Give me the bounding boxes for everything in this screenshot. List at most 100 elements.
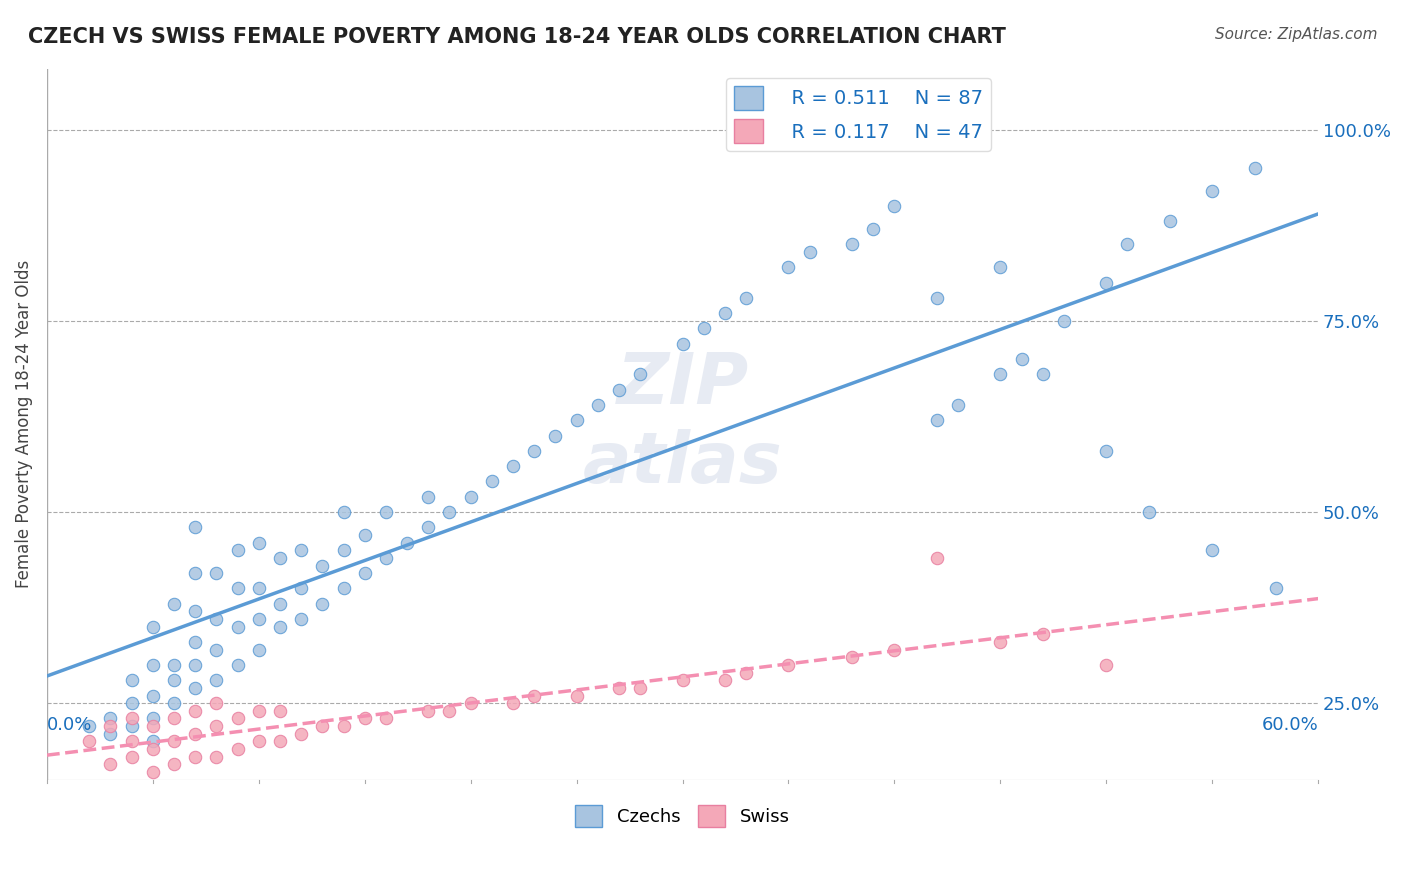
Point — [184, 566, 207, 581]
Point — [1095, 443, 1118, 458]
Point — [163, 696, 186, 710]
Point — [290, 727, 312, 741]
Point — [925, 413, 948, 427]
Point — [121, 696, 143, 710]
Text: CZECH VS SWISS FEMALE POVERTY AMONG 18-24 YEAR OLDS CORRELATION CHART: CZECH VS SWISS FEMALE POVERTY AMONG 18-2… — [28, 27, 1007, 46]
Point — [77, 734, 100, 748]
Point — [121, 734, 143, 748]
Point — [311, 719, 333, 733]
Point — [100, 711, 122, 725]
Point — [142, 657, 165, 672]
Point — [946, 398, 969, 412]
Point — [163, 657, 186, 672]
Point — [418, 704, 440, 718]
Point — [269, 734, 291, 748]
Point — [205, 566, 228, 581]
Point — [163, 711, 186, 725]
Point — [925, 550, 948, 565]
Point — [1116, 237, 1139, 252]
Point — [163, 597, 186, 611]
Point — [1095, 657, 1118, 672]
Point — [332, 719, 354, 733]
Point — [269, 550, 291, 565]
Point — [374, 505, 396, 519]
Point — [1032, 368, 1054, 382]
Point — [778, 260, 800, 275]
Point — [925, 291, 948, 305]
Point — [269, 620, 291, 634]
Point — [142, 620, 165, 634]
Point — [671, 673, 693, 688]
Point — [353, 566, 375, 581]
Point — [142, 742, 165, 756]
Point — [523, 443, 546, 458]
Point — [607, 383, 630, 397]
Point — [184, 704, 207, 718]
Point — [460, 696, 482, 710]
Point — [311, 597, 333, 611]
Point — [184, 604, 207, 618]
Point — [1011, 352, 1033, 367]
Point — [311, 558, 333, 573]
Point — [163, 673, 186, 688]
Point — [988, 260, 1011, 275]
Point — [862, 222, 884, 236]
Point — [142, 711, 165, 725]
Point — [184, 749, 207, 764]
Point — [502, 459, 524, 474]
Point — [142, 764, 165, 779]
Point — [439, 505, 461, 519]
Point — [205, 612, 228, 626]
Point — [714, 673, 737, 688]
Point — [290, 543, 312, 558]
Point — [142, 734, 165, 748]
Point — [184, 520, 207, 534]
Point — [714, 306, 737, 320]
Point — [121, 749, 143, 764]
Point — [100, 719, 122, 733]
Point — [269, 597, 291, 611]
Point — [290, 612, 312, 626]
Point — [544, 428, 567, 442]
Text: ZIP
atlas: ZIP atlas — [582, 350, 782, 499]
Point — [100, 727, 122, 741]
Point — [205, 719, 228, 733]
Point — [205, 673, 228, 688]
Point — [121, 673, 143, 688]
Point — [1053, 314, 1076, 328]
Point — [1243, 161, 1265, 175]
Point — [353, 528, 375, 542]
Point — [841, 237, 863, 252]
Point — [290, 582, 312, 596]
Point — [332, 505, 354, 519]
Point — [502, 696, 524, 710]
Point — [418, 490, 440, 504]
Point — [481, 475, 503, 489]
Point — [374, 711, 396, 725]
Point — [523, 689, 546, 703]
Point — [671, 336, 693, 351]
Point — [247, 612, 270, 626]
Point — [883, 199, 905, 213]
Point — [1159, 214, 1181, 228]
Point — [184, 727, 207, 741]
Point — [735, 665, 758, 680]
Point — [226, 657, 249, 672]
Point — [628, 681, 651, 695]
Point — [226, 711, 249, 725]
Text: Source: ZipAtlas.com: Source: ZipAtlas.com — [1215, 27, 1378, 42]
Point — [247, 535, 270, 549]
Point — [226, 543, 249, 558]
Point — [883, 642, 905, 657]
Point — [163, 757, 186, 772]
Point — [247, 642, 270, 657]
Point — [205, 642, 228, 657]
Point — [418, 520, 440, 534]
Point — [121, 719, 143, 733]
Point — [226, 582, 249, 596]
Point — [988, 368, 1011, 382]
Point — [247, 704, 270, 718]
Point — [1201, 184, 1223, 198]
Point — [205, 696, 228, 710]
Point — [353, 711, 375, 725]
